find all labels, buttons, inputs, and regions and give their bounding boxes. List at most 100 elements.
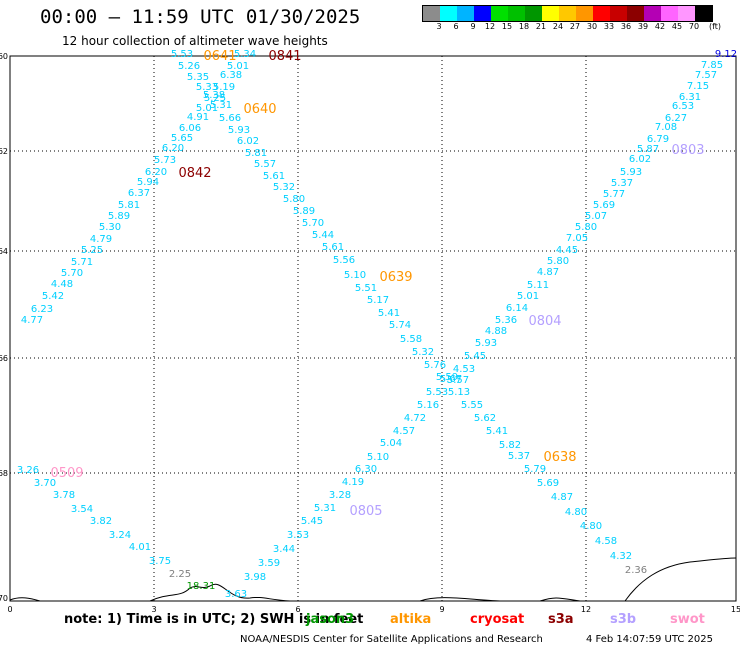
wave-height-value: 7.85 — [701, 60, 723, 71]
x-axis-label: 6 — [295, 605, 300, 614]
wave-height-value: 6.27 — [665, 113, 687, 124]
wave-height-value: 6.38 — [220, 70, 242, 81]
color-scale-legend — [422, 5, 713, 22]
wave-height-value: 6.30 — [355, 464, 377, 475]
wave-height-value: 3.54 — [71, 504, 93, 515]
legend-value: 30 — [586, 22, 598, 31]
footnote: note: 1) Time is in UTC; 2) SWH is in fe… — [64, 612, 364, 627]
legend-swatch — [542, 6, 559, 21]
map-subtitle: 12 hour collection of altimeter wave hei… — [62, 34, 328, 48]
wave-height-value: 5.41 — [378, 308, 400, 319]
wave-height-value: 3.59 — [258, 558, 280, 569]
legend-swatch — [661, 6, 678, 21]
wave-height-value: 5.79 — [524, 464, 546, 475]
y-axis-label: 60 — [0, 52, 8, 61]
satellite-pass-label: 0804 — [528, 314, 561, 329]
satellite-pass-label: 0842 — [178, 166, 211, 181]
wave-height-value: 5.45 — [301, 516, 323, 527]
wave-height-value: 4.19 — [342, 477, 364, 488]
wave-height-value: 4.91 — [187, 112, 209, 123]
wave-height-value: 2.25 — [169, 569, 191, 580]
wave-height-value: 3.63 — [225, 589, 247, 600]
wave-height-value: 5.53 — [171, 49, 193, 60]
wave-height-value: 5.11 — [527, 280, 549, 291]
wave-height-value: 5.65 — [171, 133, 193, 144]
wave-height-value: 6.02 — [629, 154, 651, 165]
legend-value: 24 — [552, 22, 564, 31]
legend-swatch — [423, 6, 440, 21]
legend-value: 33 — [603, 22, 615, 31]
satellite-pass-label: 0841 — [268, 49, 301, 64]
wave-height-value: 5.01 — [517, 291, 539, 302]
y-axis-label: 68 — [0, 469, 8, 478]
wave-height-value: 5.74 — [389, 320, 411, 331]
wave-height-value: 6.23 — [31, 304, 53, 315]
wave-height-value: 3.28 — [329, 490, 351, 501]
wave-height-value: 4.88 — [485, 326, 507, 337]
wave-height-value: 5.59 — [436, 372, 458, 383]
wave-height-value: 5.37 — [611, 178, 633, 189]
wave-height-value: 5.01 — [196, 103, 218, 114]
wave-height-value: 3.53 — [287, 530, 309, 541]
wave-height-value: 5.32 — [273, 182, 295, 193]
wave-height-value: 5.82 — [499, 440, 521, 451]
legend-swatch — [525, 6, 542, 21]
wave-height-value: 5.13 — [448, 387, 470, 398]
wave-height-value: 4.79 — [90, 234, 112, 245]
wave-height-value: 4.32 — [610, 551, 632, 562]
legend-value: 42 — [654, 22, 666, 31]
wave-height-value: 5.93 — [620, 167, 642, 178]
x-axis-label: 12 — [581, 605, 591, 614]
wave-height-value: 5.58 — [400, 334, 422, 345]
wave-height-value: 18.31 — [187, 581, 216, 592]
satellite-legend-s3a: s3a — [548, 612, 574, 627]
wave-height-value: 5.93 — [228, 125, 250, 136]
wave-height-value: 3.26 — [17, 465, 39, 476]
wave-height-value: 5.67 — [440, 374, 462, 385]
wave-height-value: 5.45 — [464, 351, 486, 362]
satellite-pass-label: 0638 — [543, 450, 576, 465]
wave-height-value: 5.76 — [424, 360, 446, 371]
color-scale-labels: 3 6 9 12 15 18 21 24 27 30 33 36 39 42 45 70 (ft) — [422, 22, 740, 34]
credit-line: NOAA/NESDIS Center for Satellite Applica… — [240, 634, 543, 645]
wave-height-value: 5.73 — [154, 155, 176, 166]
wave-height-value: 6.79 — [647, 134, 669, 145]
wave-height-value: 5.94 — [137, 177, 159, 188]
legend-value: 27 — [569, 22, 581, 31]
wave-height-value: 5.31 — [210, 100, 232, 111]
legend-value: 45 — [671, 22, 683, 31]
legend-swatch — [457, 6, 474, 21]
satellite-pass-label: 0803 — [671, 143, 704, 158]
y-axis-label: 64 — [0, 247, 8, 256]
wave-height-value: 4.57 — [393, 426, 415, 437]
legend-value: 18 — [518, 22, 530, 31]
wave-height-value: 5.37 — [508, 451, 530, 462]
wave-height-value: 4.58 — [595, 536, 617, 547]
legend-value: 3 — [436, 22, 442, 31]
satellite-legend-cryosat: cryosat — [470, 612, 525, 627]
wave-height-value: 5.55 — [461, 400, 483, 411]
wave-height-value: 7.57 — [695, 70, 717, 81]
y-axis-label: 62 — [0, 147, 8, 156]
legend-swatch — [610, 6, 627, 21]
legend-value: 21 — [535, 22, 547, 31]
wave-height-value: 4.87 — [537, 267, 559, 278]
x-axis-label: 15 — [731, 605, 740, 614]
wave-height-value: 5.32 — [412, 347, 434, 358]
wave-height-value: 5.38 — [203, 90, 225, 101]
satellite-legend-s3b: s3b — [610, 612, 637, 627]
satellite-pass-labels: 0641 0841 0640 0842 0803 0639 0804 0638 0805 0509 — [50, 49, 704, 519]
legend-value: 12 — [484, 22, 496, 31]
wave-height-value: 5.26 — [178, 61, 200, 72]
wave-height-value: 5.70 — [302, 218, 324, 229]
satellite-legend: jason3 altika cryosat s3a s3b swot — [0, 612, 740, 630]
legend-value: 9 — [470, 22, 476, 31]
generation-timestamp: 4 Feb 14:07:59 UTC 2025 — [586, 634, 713, 645]
wave-height-value: 3.44 — [273, 544, 295, 555]
legend-swatch — [474, 6, 491, 21]
wave-height-value: 5.56 — [333, 255, 355, 266]
wave-height-value: 5.81 — [245, 148, 267, 159]
legend-swatch — [644, 6, 661, 21]
legend-swatch — [678, 6, 695, 21]
